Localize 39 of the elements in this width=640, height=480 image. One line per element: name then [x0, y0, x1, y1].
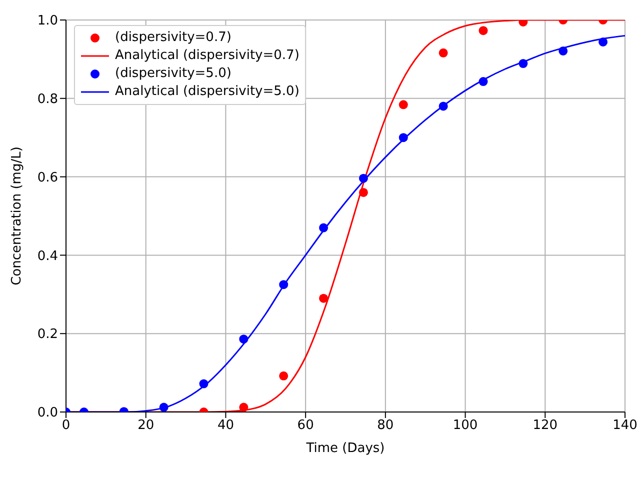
y-tick-label: 0.2 — [37, 327, 58, 342]
x-tick-label: 60 — [297, 418, 314, 434]
point — [518, 59, 528, 68]
point — [358, 174, 368, 183]
point — [598, 37, 608, 46]
y-tick-label: 0.4 — [37, 248, 58, 264]
x-tick-label: 120 — [532, 418, 558, 434]
point — [159, 402, 168, 412]
y-tick-label: 0.0 — [37, 406, 58, 421]
y-tick-label: 1.0 — [37, 14, 58, 29]
x-tick-label: 20 — [138, 418, 154, 434]
point — [358, 188, 368, 197]
point — [239, 334, 248, 344]
y-tick-label: 0.8 — [37, 92, 58, 108]
point — [279, 280, 288, 290]
point — [319, 223, 328, 232]
x-tick-label: 0 — [62, 418, 70, 434]
legend-label: (dispersivity=0.7) — [115, 29, 232, 47]
x-tick-label: 140 — [612, 418, 638, 434]
point — [279, 371, 288, 380]
legend-label: Analytical (dispersivity=0.7) — [115, 47, 300, 65]
x-tick-label: 80 — [377, 418, 394, 434]
y-axis-title: Concentration (mg/L) — [10, 146, 25, 286]
x-tick-label: 100 — [452, 418, 478, 434]
legend-label: (dispersivity=5.0) — [115, 65, 232, 83]
point — [319, 294, 328, 303]
point — [398, 100, 408, 110]
point — [239, 402, 248, 412]
point — [478, 77, 488, 86]
legend-label: Analytical (dispersivity=5.0) — [115, 83, 300, 101]
y-tick-label: 0.6 — [37, 170, 58, 186]
x-axis-title: Time (Days) — [305, 441, 385, 456]
x-tick-label: 40 — [217, 418, 234, 434]
point — [438, 102, 448, 111]
point — [438, 48, 448, 58]
point — [478, 26, 488, 36]
point — [398, 133, 408, 142]
point — [558, 46, 568, 56]
point — [199, 379, 208, 388]
